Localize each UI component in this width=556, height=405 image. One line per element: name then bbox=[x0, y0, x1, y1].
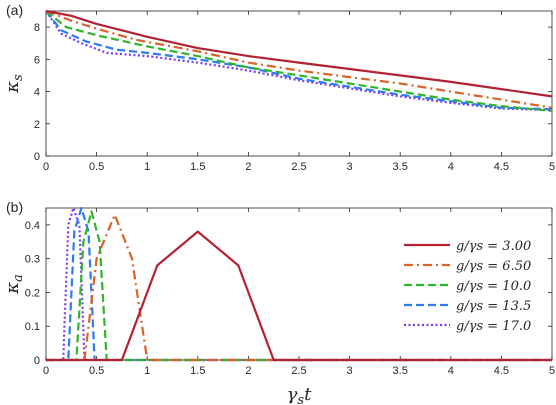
series-line bbox=[45, 10, 553, 112]
series-line bbox=[45, 9, 553, 98]
y-tick-label: 0.2 bbox=[25, 287, 40, 299]
x-tick-label: 0 bbox=[43, 365, 49, 377]
x-tick-label: 3.5 bbox=[393, 161, 408, 173]
panel-b: (b) 0 0.5 1 1.5 2 2.5 3 3.5 4 4.5 5 0 0.1 0.2 0.3 0.4 κa γ… bbox=[2, 199, 555, 405]
x-tick-label: 1.5 bbox=[190, 365, 205, 377]
panel-label: (a) bbox=[6, 2, 23, 18]
y-axis-label: κa bbox=[2, 274, 26, 295]
x-tick-label: 2 bbox=[245, 365, 251, 377]
y-tick-label: 2 bbox=[34, 119, 40, 131]
series-line bbox=[45, 10, 553, 111]
panel-label: (b) bbox=[6, 199, 23, 215]
series-line bbox=[46, 230, 552, 362]
x-tick-label: 4 bbox=[448, 161, 454, 173]
x-tick-label: 2 bbox=[245, 161, 251, 173]
legend-label: g/γs = 10.0 bbox=[456, 279, 531, 294]
x-tick-label: 1.5 bbox=[190, 161, 205, 173]
legend-label: g/γs = 3.00 bbox=[456, 239, 531, 254]
x-tick-label: 1 bbox=[144, 365, 150, 377]
series-line bbox=[45, 9, 553, 109]
x-tick-label: 3 bbox=[347, 365, 353, 377]
x-tick-label: 2.5 bbox=[291, 161, 306, 173]
x-tick-label: 2.5 bbox=[291, 365, 306, 377]
y-tick-label: 0 bbox=[34, 355, 40, 367]
x-tick-label: 5 bbox=[549, 161, 555, 173]
x-tick-label: 0.5 bbox=[89, 161, 104, 173]
legend-label: g/γs = 13.5 bbox=[456, 299, 531, 314]
x-tick-label: 5 bbox=[549, 365, 555, 377]
y-tick-label: 8 bbox=[34, 22, 40, 34]
x-axis-label: γst bbox=[287, 384, 312, 405]
axes-frame bbox=[45, 10, 553, 157]
y-tick-label: 6 bbox=[34, 54, 40, 66]
x-tick-label: 4.5 bbox=[494, 365, 509, 377]
x-tick-label: 0.5 bbox=[89, 365, 104, 377]
x-tick-label: 3.5 bbox=[393, 365, 408, 377]
series-line bbox=[45, 10, 553, 112]
y-tick-label: 0.3 bbox=[25, 254, 40, 266]
y-tick-label: 0 bbox=[34, 151, 40, 163]
legend-label: g/γs = 17.0 bbox=[456, 319, 531, 334]
x-tick-label: 4 bbox=[448, 365, 454, 377]
panel-a: (a) 0 0.5 1 1.5 2 2.5 3 3.5 4 4.5 5 0 2 4 6 8 κs bbox=[2, 2, 555, 173]
x-tick-label: 0 bbox=[43, 161, 49, 173]
x-tick-label: 3 bbox=[347, 161, 353, 173]
y-tick-label: 4 bbox=[34, 87, 40, 99]
legend-label: g/γs = 6.50 bbox=[456, 259, 531, 274]
x-tick-label: 4.5 bbox=[494, 161, 509, 173]
y-axis-label: κs bbox=[2, 74, 26, 94]
x-tick-label: 1 bbox=[144, 161, 150, 173]
y-tick-label: 0.1 bbox=[25, 321, 40, 333]
y-tick-label: 0.4 bbox=[25, 220, 40, 232]
